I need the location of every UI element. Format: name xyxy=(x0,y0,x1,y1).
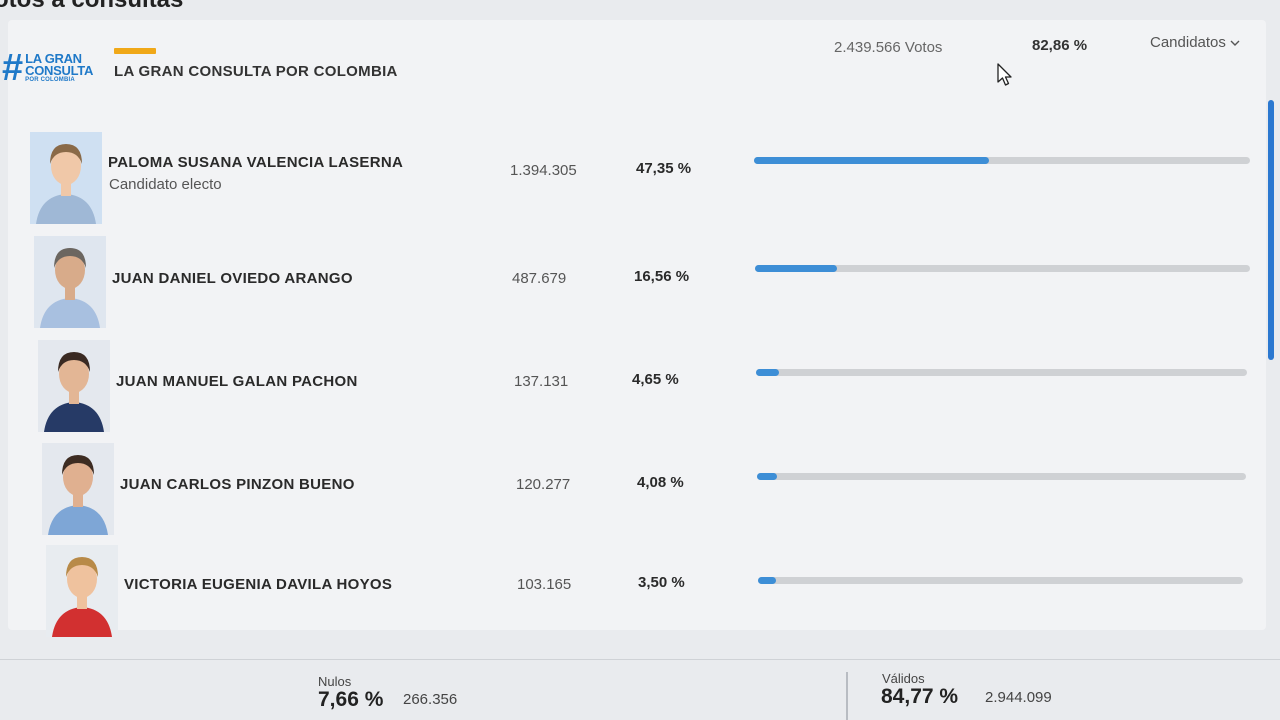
validos-pct: 84,77 % xyxy=(881,685,959,708)
candidate-votes: 487.679 xyxy=(512,270,567,287)
scrollbar-thumb[interactable] xyxy=(1268,100,1274,360)
party-logo: # LA GRAN CONSULTA POR COLOMBIA xyxy=(2,47,102,89)
candidate-photo xyxy=(34,236,106,328)
candidate-photo xyxy=(46,545,118,637)
vote-bar-track xyxy=(758,577,1243,584)
candidate-pct: 4,65 % xyxy=(632,371,679,388)
candidate-votes: 137.131 xyxy=(514,373,569,390)
party-name: LA GRAN CONSULTA POR COLOMBIA xyxy=(114,63,398,80)
candidate-row: JUAN MANUEL GALAN PACHON 137.131 4,65 % xyxy=(0,338,1280,438)
footer-separator xyxy=(0,659,1280,660)
vote-bar-fill xyxy=(758,577,776,584)
candidate-name: JUAN MANUEL GALAN PACHON xyxy=(116,373,358,390)
vote-bar-fill xyxy=(757,473,777,480)
candidate-photo xyxy=(42,443,114,535)
section-title: otos a consultas xyxy=(0,0,183,14)
party-total-votes: 2.439.566 Votos xyxy=(834,39,943,56)
vote-bar-track xyxy=(755,265,1250,272)
candidate-votes: 103.165 xyxy=(517,576,572,593)
candidate-row: VICTORIA EUGENIA DAVILA HOYOS 103.165 3,50… xyxy=(0,543,1280,643)
candidates-dropdown-label: Candidatos xyxy=(1150,34,1226,51)
logo-hash: # xyxy=(2,47,24,89)
logo-line-3: POR COLOMBIA xyxy=(25,76,75,83)
party-total-pct: 82,86 % xyxy=(1032,37,1088,54)
chevron-down-icon xyxy=(1230,40,1240,46)
footer-divider xyxy=(846,672,848,720)
candidate-pct: 4,08 % xyxy=(637,474,684,491)
vote-bar-fill xyxy=(755,265,837,272)
party-color-bar xyxy=(114,48,156,54)
candidate-name: VICTORIA EUGENIA DAVILA HOYOS xyxy=(124,576,393,593)
mouse-cursor-icon xyxy=(997,63,1012,86)
candidate-row: PALOMA SUSANA VALENCIA LASERNA Candidato … xyxy=(0,130,1280,230)
logo-line-2: CONSULTA xyxy=(25,63,94,79)
candidate-pct: 16,56 % xyxy=(634,268,690,285)
logo-line-1: LA GRAN xyxy=(25,50,82,66)
nulos-label: Nulos xyxy=(318,674,352,689)
candidate-votes: 1.394.305 xyxy=(510,162,577,179)
candidate-photo xyxy=(38,340,110,432)
candidate-name: JUAN DANIEL OVIEDO ARANGO xyxy=(112,270,353,287)
candidate-pct: 3,50 % xyxy=(638,574,685,591)
vote-bar-fill xyxy=(756,369,779,376)
candidate-pct: 47,35 % xyxy=(636,160,692,177)
validos-count: 2.944.099 xyxy=(985,689,1052,706)
candidate-photo xyxy=(30,132,102,224)
candidate-row: JUAN DANIEL OVIEDO ARANGO 487.679 16,56 % xyxy=(0,234,1280,334)
consulta-card xyxy=(8,20,1266,630)
candidate-row: JUAN CARLOS PINZON BUENO 120.277 4,08 % xyxy=(0,441,1280,541)
vote-bar-track xyxy=(756,369,1247,376)
candidate-votes: 120.277 xyxy=(516,476,571,493)
nulos-count: 266.356 xyxy=(403,691,458,708)
candidate-status: Candidato electo xyxy=(109,176,222,193)
validos-label: Válidos xyxy=(882,671,925,686)
vote-bar-fill xyxy=(754,157,989,164)
nulos-pct: 7,66 % xyxy=(318,688,384,711)
candidate-name: PALOMA SUSANA VALENCIA LASERNA xyxy=(108,154,404,171)
vote-bar-track xyxy=(757,473,1246,480)
candidate-name: JUAN CARLOS PINZON BUENO xyxy=(120,476,355,493)
candidates-dropdown-button[interactable]: Candidatos xyxy=(1150,34,1241,51)
vote-bar-track xyxy=(754,157,1250,164)
